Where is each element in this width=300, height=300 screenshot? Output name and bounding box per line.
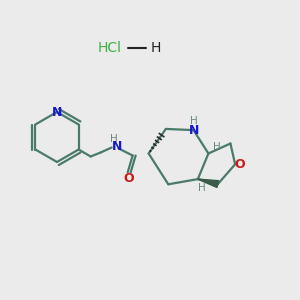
Text: H: H [198,183,206,193]
Text: N: N [52,106,62,118]
Text: HCl: HCl [98,41,122,55]
Text: H: H [212,142,220,152]
Text: H: H [190,116,197,126]
Text: N: N [189,124,200,136]
Text: N: N [112,140,122,153]
Polygon shape [198,179,219,188]
Text: H: H [151,41,161,55]
Text: O: O [235,158,245,171]
Text: O: O [123,172,134,185]
Text: H: H [110,134,118,145]
